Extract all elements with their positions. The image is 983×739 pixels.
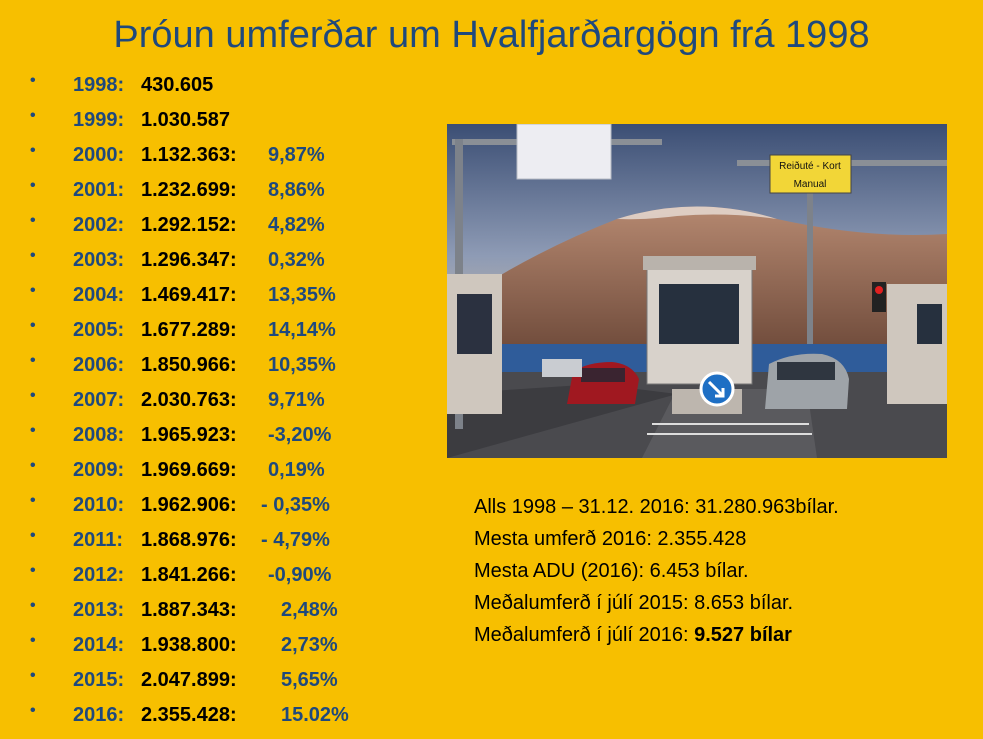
bullet-icon: • [30, 212, 36, 229]
stat-line: Meðalumferð í júlí 2016: 9.527 bílar [474, 622, 839, 654]
change-percent: 14,14% [268, 319, 336, 341]
stat-text: Meðalumferð í júlí 2015: 8.653 bílar. [474, 592, 794, 614]
bullet-icon: • [30, 597, 36, 614]
bullet-icon: • [30, 492, 36, 509]
bullet-icon: • [30, 387, 36, 404]
traffic-value: 1.962.906: [141, 494, 237, 516]
change-percent: - 4,79% [261, 529, 330, 551]
year-label: 2010: [73, 494, 125, 516]
svg-text:Reiðuté - Kort: Reiðuté - Kort [779, 160, 841, 172]
traffic-value: 1.677.289: [141, 319, 237, 341]
year-label: 2015: [73, 669, 125, 691]
bullet-icon: • [30, 247, 36, 264]
change-percent: 15.02% [281, 704, 349, 726]
bullet-icon: • [30, 702, 36, 719]
stat-line: Mesta ADU (2016): 6.453 bílar. [474, 558, 839, 590]
change-percent: 10,35% [268, 354, 336, 376]
traffic-value: 1.841.266: [141, 564, 237, 586]
year-label: 2009: [73, 459, 125, 481]
bullet-icon: • [30, 317, 36, 334]
change-percent: 13,35% [268, 284, 336, 306]
year-label: 2003: [73, 249, 125, 271]
stat-highlight: 9.527 bílar [694, 624, 792, 646]
traffic-value: 1.887.343: [141, 599, 237, 621]
year-label: 1999: [73, 109, 125, 131]
change-percent: 0,19% [268, 459, 325, 481]
traffic-value: 1.296.347: [141, 249, 237, 271]
year-label: 2008: [73, 424, 125, 446]
change-percent: 0,32% [268, 249, 325, 271]
traffic-value: 1.965.923: [141, 424, 237, 446]
traffic-value: 1.030.587 [141, 109, 230, 131]
stat-text: Mesta umferð 2016: 2.355.428 [474, 528, 747, 550]
stat-text: Alls 1998 – 31.12. 2016: 31.280.963bílar… [474, 496, 839, 518]
year-label: 1998: [73, 74, 125, 96]
change-percent: 4,82% [268, 214, 325, 236]
traffic-value: 2.030.763: [141, 389, 237, 411]
year-label: 2014: [73, 634, 125, 656]
bullet-icon: • [30, 282, 36, 299]
bullet-icon: • [30, 527, 36, 544]
year-label: 2016: [73, 704, 125, 726]
year-label: 2000: [73, 144, 125, 166]
bullet-icon: • [30, 72, 36, 89]
bullet-icon: • [30, 177, 36, 194]
summary-stats: Alls 1998 – 31.12. 2016: 31.280.963bílar… [474, 494, 839, 654]
bullet-icon: • [30, 632, 36, 649]
bullet-icon: • [30, 422, 36, 439]
stat-text: Mesta ADU (2016): 6.453 bílar. [474, 560, 749, 582]
change-percent: 2,48% [281, 599, 338, 621]
bullet-icon: • [30, 457, 36, 474]
change-percent: 9,71% [268, 389, 325, 411]
traffic-value: 1.850.966: [141, 354, 237, 376]
stat-text: Meðalumferð í júlí 2016: [474, 624, 695, 646]
traffic-value: 1.868.976: [141, 529, 237, 551]
traffic-value: 1.292.152: [141, 214, 237, 236]
change-percent: 8,86% [268, 179, 325, 201]
change-percent: -0,90% [268, 564, 332, 586]
traffic-value: 1.132.363: [141, 144, 237, 166]
change-percent: 5,65% [281, 669, 338, 691]
year-label: 2001: [73, 179, 125, 201]
traffic-value: 430.605 [141, 74, 214, 96]
year-label: 2005: [73, 319, 125, 341]
bullet-icon: • [30, 107, 36, 124]
year-label: 2007: [73, 389, 125, 411]
year-label: 2012: [73, 564, 125, 586]
traffic-value: 1.969.669: [141, 459, 237, 481]
traffic-value: 2.355.428: [141, 704, 237, 726]
year-label: 2004: [73, 284, 125, 306]
traffic-value: 1.232.699: [141, 179, 237, 201]
traffic-value: 1.469.417: [141, 284, 237, 306]
stat-line: Meðalumferð í júlí 2015: 8.653 bílar. [474, 590, 839, 622]
svg-text:Manual: Manual [794, 179, 827, 190]
lane-sign [769, 154, 852, 194]
traffic-value: 2.047.899: [141, 669, 237, 691]
bullet-icon: • [30, 352, 36, 369]
year-label: 2006: [73, 354, 125, 376]
stat-line: Alls 1998 – 31.12. 2016: 31.280.963bílar… [474, 494, 839, 526]
year-label: 2011: [73, 529, 124, 551]
change-percent: - 0,35% [261, 494, 330, 516]
change-percent: 2,73% [281, 634, 338, 656]
year-label: 2002: [73, 214, 125, 236]
year-label: 2013: [73, 599, 125, 621]
toll-booth-photo: Reiðuté - Kort Manual [447, 124, 947, 458]
change-percent: 9,87% [268, 144, 325, 166]
bullet-icon: • [30, 667, 36, 684]
bullet-icon: • [30, 562, 36, 579]
traffic-value: 1.938.800: [141, 634, 237, 656]
slide-title: Þróun umferðar um Hvalfjarðargögn frá 19… [113, 14, 870, 56]
change-percent: -3,20% [268, 424, 332, 446]
stat-line: Mesta umferð 2016: 2.355.428 [474, 526, 839, 558]
bullet-icon: • [30, 142, 36, 159]
